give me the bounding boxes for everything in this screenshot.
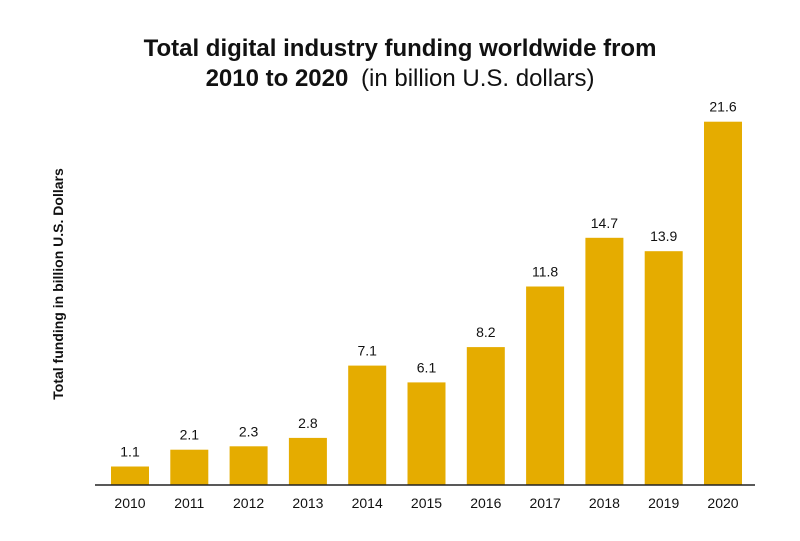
bar-2011 [170,449,209,485]
value-label-2015: 6.1 [417,359,437,375]
bars-group [111,121,742,485]
y-axis-label: Total funding in billion U.S. Dollars [50,168,66,400]
value-label-2011: 2.1 [180,427,200,443]
value-labels-group: 1.1 2.1 2.3 2.8 7.1 6.1 8.2 11.8 14.7 13.9 21.6 [120,99,737,460]
x-tick-label-2013: 2013 [292,495,323,511]
bar-2016 [466,347,505,485]
value-label-2019: 13.9 [650,228,677,244]
value-label-2018: 14.7 [591,215,618,231]
value-label-2020: 21.6 [709,99,736,115]
x-tick-label-2020: 2020 [707,495,738,511]
bar-2010 [111,466,149,485]
x-tick-label-2010: 2010 [114,495,145,511]
value-label-2012: 2.3 [239,423,259,439]
bar-2020 [704,121,742,485]
x-tick-label-2019: 2019 [648,495,679,511]
bar-2017 [526,286,565,485]
x-tick-label-2018: 2018 [589,495,620,511]
chart-title-line-2: 2010 to 2020 (in billion U.S. dollars) [206,65,595,92]
value-label-2017: 11.8 [532,264,558,280]
value-label-2010: 1.1 [120,444,140,460]
x-tick-label-2016: 2016 [470,495,501,511]
chart-title-years: 2010 to 2020 [206,65,349,92]
value-label-2013: 2.8 [298,415,318,431]
chart-title-units: (in billion U.S. dollars) [361,65,594,92]
x-tick-label-2012: 2012 [233,495,264,511]
x-tick-label-2017: 2017 [530,495,561,511]
bar-2018 [585,237,624,485]
x-tick-label-2014: 2014 [352,495,383,511]
x-tick-label-2011: 2011 [174,495,204,511]
bar-2019 [644,251,683,485]
bar-2014 [348,365,387,485]
x-tick-labels-group: 2010 2011 2012 2013 2014 2015 2016 2017 2018 2019… [114,495,738,511]
bar-2015 [407,382,446,485]
value-label-2014: 7.1 [357,343,377,359]
x-tick-label-2015: 2015 [411,495,442,511]
bar-2013 [288,437,327,485]
value-label-2016: 8.2 [476,324,496,340]
bar-2012 [229,446,268,485]
chart-title-line-1: Total digital industry funding worldwide… [144,35,657,62]
